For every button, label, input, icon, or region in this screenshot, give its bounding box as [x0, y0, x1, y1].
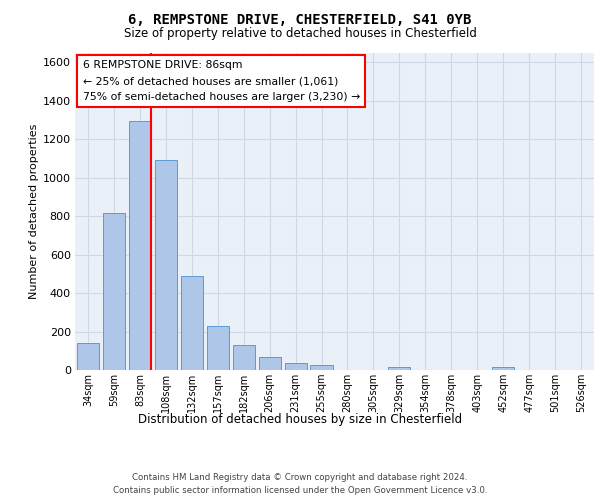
Bar: [181, 276, 203, 370]
Bar: [492, 367, 514, 370]
Bar: [259, 358, 281, 370]
Bar: [284, 362, 307, 370]
Text: Contains public sector information licensed under the Open Government Licence v3: Contains public sector information licen…: [113, 486, 487, 495]
Y-axis label: Number of detached properties: Number of detached properties: [29, 124, 38, 299]
Text: Size of property relative to detached houses in Chesterfield: Size of property relative to detached ho…: [124, 28, 476, 40]
Text: 6, REMPSTONE DRIVE, CHESTERFIELD, S41 0YB: 6, REMPSTONE DRIVE, CHESTERFIELD, S41 0Y…: [128, 12, 472, 26]
Bar: [77, 343, 99, 370]
Text: 6 REMPSTONE DRIVE: 86sqm
← 25% of detached houses are smaller (1,061)
75% of sem: 6 REMPSTONE DRIVE: 86sqm ← 25% of detach…: [83, 60, 360, 102]
Text: Contains HM Land Registry data © Crown copyright and database right 2024.: Contains HM Land Registry data © Crown c…: [132, 472, 468, 482]
Bar: [233, 345, 255, 370]
Bar: [310, 364, 332, 370]
Text: Distribution of detached houses by size in Chesterfield: Distribution of detached houses by size …: [138, 412, 462, 426]
Bar: [388, 366, 410, 370]
Bar: [103, 213, 125, 370]
Bar: [206, 326, 229, 370]
Bar: [129, 121, 151, 370]
Bar: [155, 160, 177, 370]
